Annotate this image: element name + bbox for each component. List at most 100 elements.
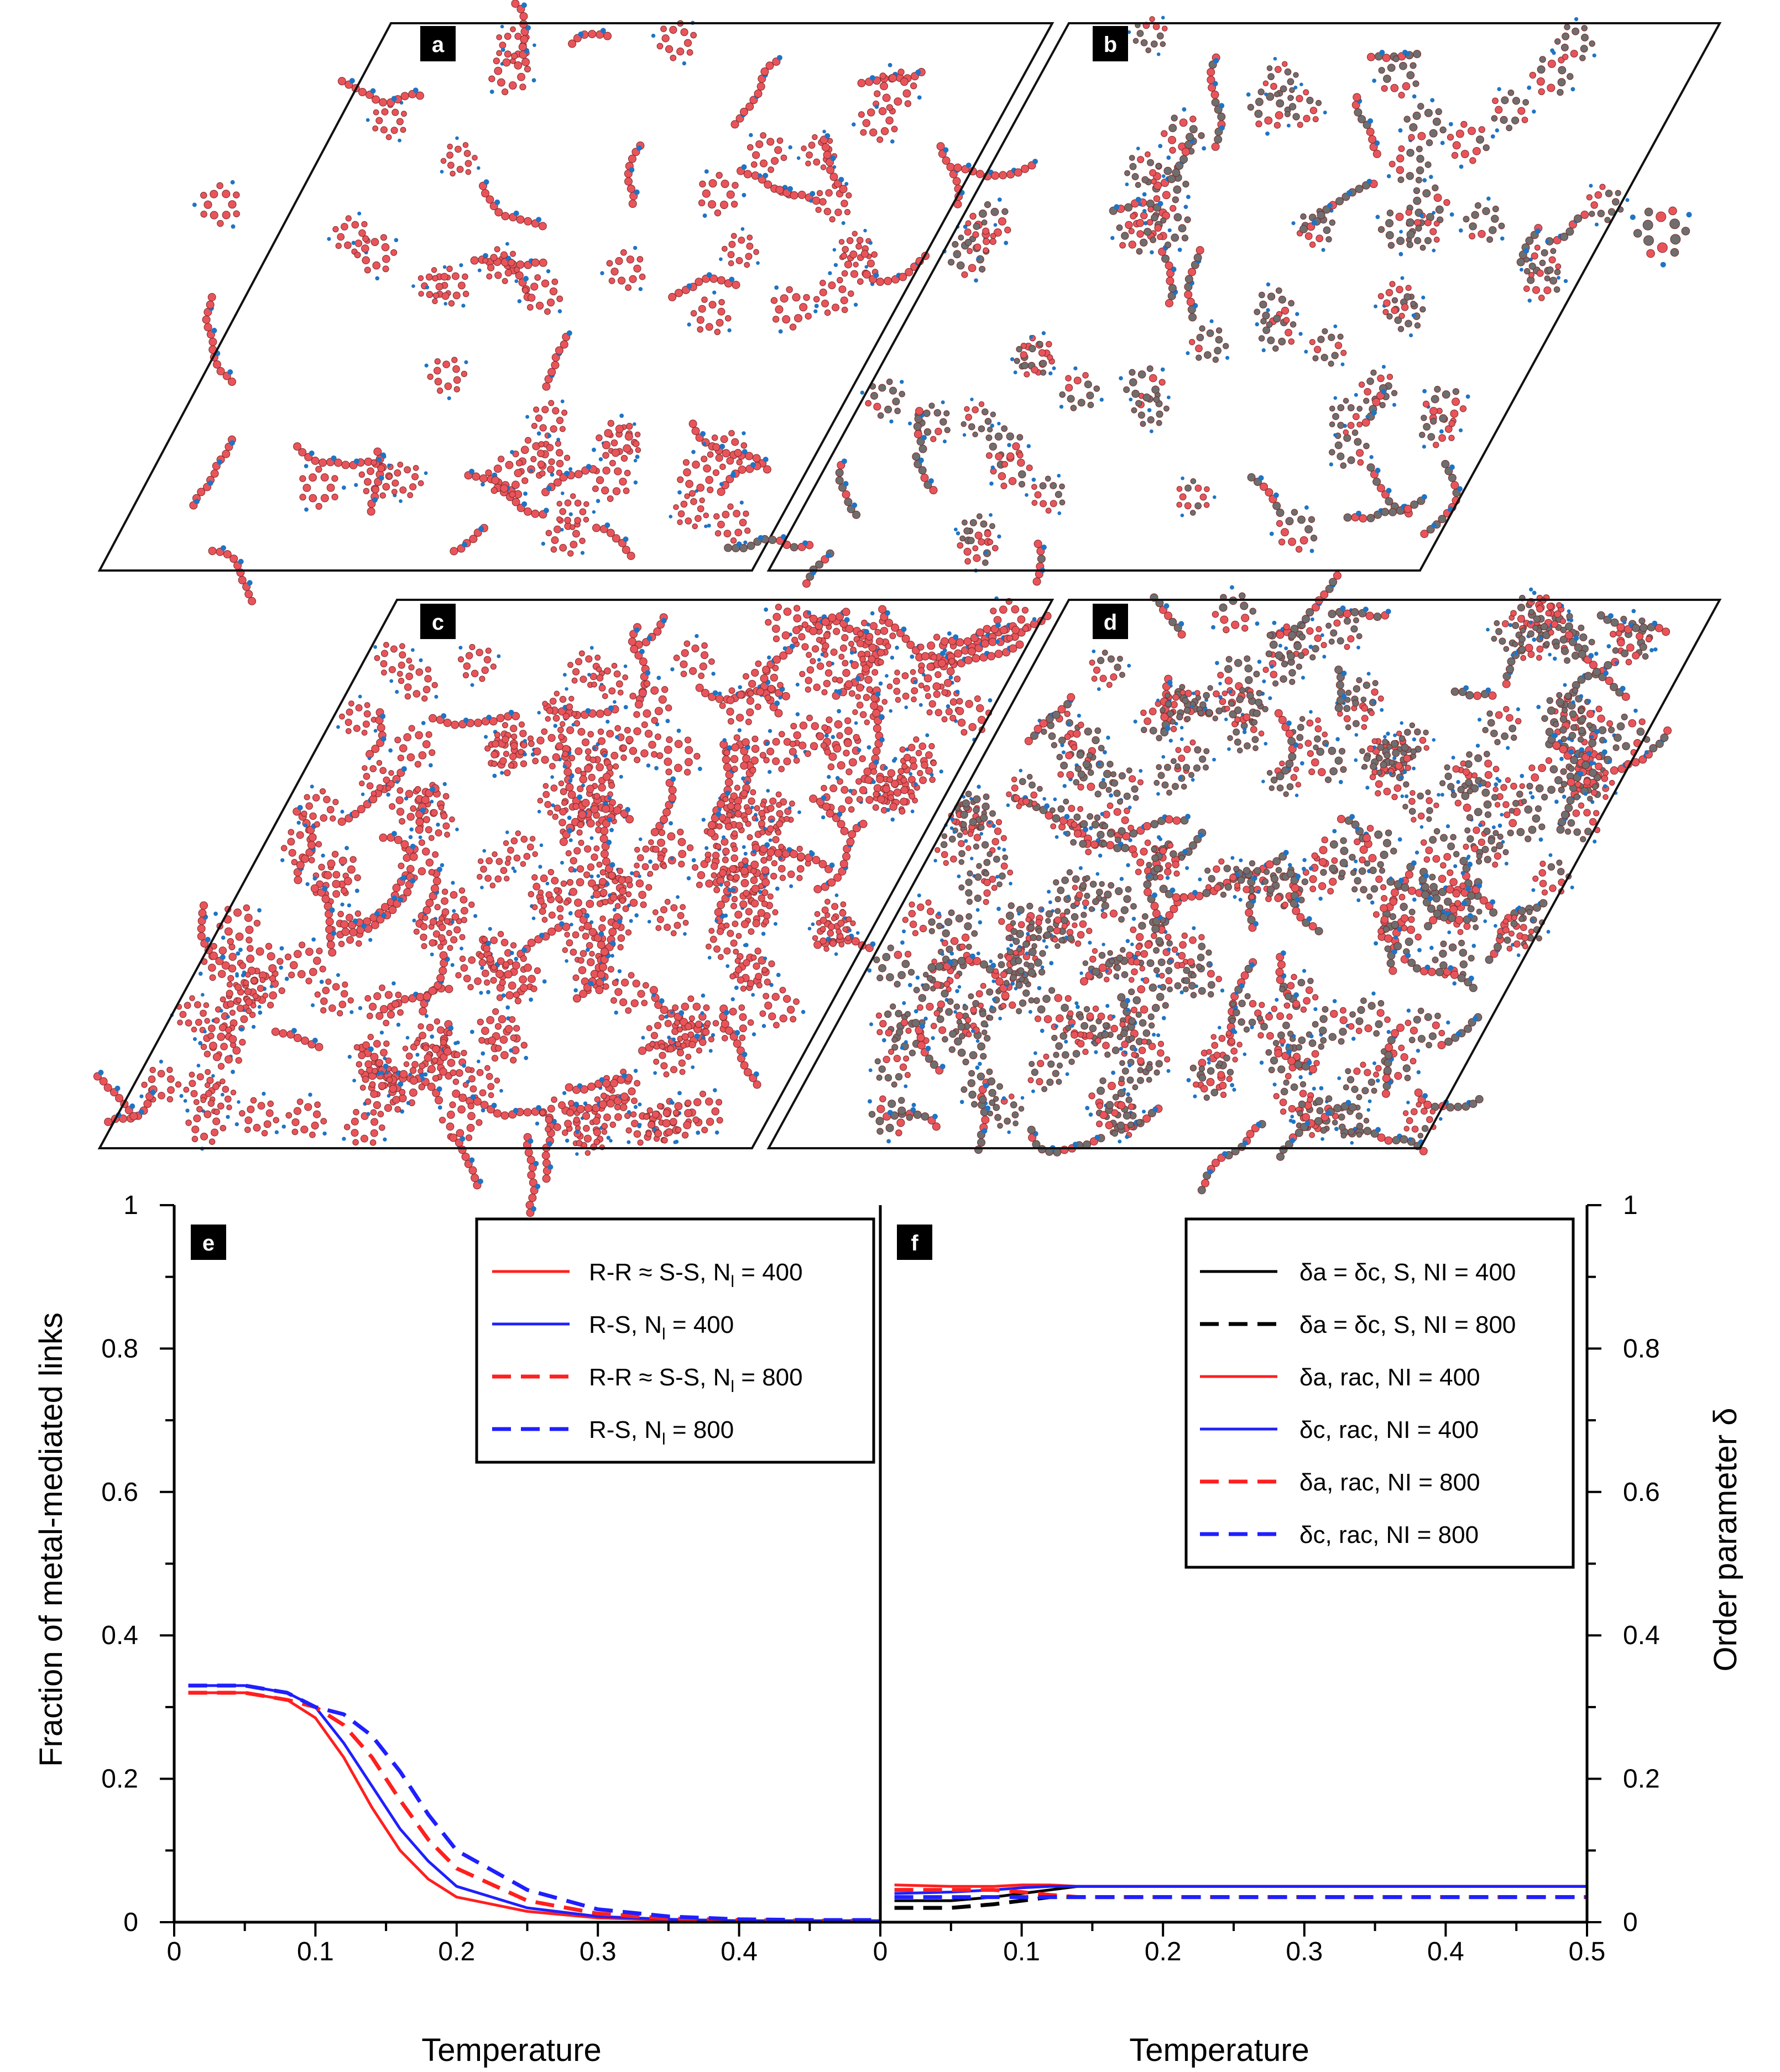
molecule-ring (996, 902, 1045, 950)
molecule-ring (481, 449, 529, 498)
molecule-ring (1309, 999, 1356, 1045)
molecule-chain (1268, 571, 1341, 640)
x-tick-label: 0.4 (721, 1937, 758, 1966)
chart-e-y-tick-labels: 0 0.2 0.4 0.6 0.8 1 (101, 1191, 138, 1937)
molecule-chain (1153, 133, 1195, 190)
molecule-ring (388, 721, 436, 768)
molecule-ring (562, 646, 605, 688)
molecule-ring (1456, 744, 1502, 788)
legend-entry: δa = δc, S, NI = 800 (1299, 1311, 1516, 1338)
molecule-ring (592, 414, 640, 462)
molecule-ring (795, 652, 838, 695)
molecule-ring (836, 650, 883, 697)
molecule-chain (104, 1085, 158, 1126)
legend-entry: δa, rac, NI = 400 (1299, 1364, 1480, 1391)
molecule-ring (1119, 365, 1166, 412)
molecule-chain (271, 1027, 323, 1051)
molecule-ring (718, 687, 764, 732)
molecule-ring (913, 648, 961, 696)
chart-f-label-box (897, 1225, 932, 1260)
molecule-chain (1567, 724, 1600, 787)
legend-entry: δc, rac, NI = 800 (1299, 1521, 1479, 1548)
molecule-ring (1320, 608, 1363, 650)
molecule-chain (835, 458, 861, 519)
molecule-ring (523, 724, 569, 770)
molecule-ring (364, 1071, 411, 1118)
molecule-ring (953, 513, 995, 554)
molecule-ring (1406, 178, 1454, 226)
molecule-ring (541, 512, 586, 557)
molecule-ring (764, 603, 811, 651)
molecule-chain (93, 1070, 138, 1121)
molecule-ring (351, 234, 399, 281)
molecule-chain (1207, 53, 1226, 151)
molecule-ring (1291, 208, 1336, 252)
panel-b-molecules (724, 15, 1630, 588)
molecule-chain (688, 420, 771, 474)
molecule-ring (1254, 282, 1299, 328)
molecule-ring (867, 940, 915, 988)
snapshot-panel-a: a (97, 0, 1055, 605)
molecule-ring (989, 443, 1036, 489)
molecule-ring (198, 1026, 246, 1074)
molecule-ring (592, 457, 638, 503)
molecule-ring (556, 491, 596, 532)
molecule-chain (668, 272, 740, 301)
molecule-ring (641, 1011, 683, 1053)
molecule-ring (457, 643, 501, 687)
molecule-chain (419, 951, 450, 1016)
molecule-ring (1375, 208, 1424, 257)
molecule-chain (724, 534, 814, 553)
molecule-ring (1491, 87, 1536, 133)
molecule-chain (1450, 685, 1497, 700)
series-line-3 (894, 1885, 1587, 1895)
y-tick-label: 0.2 (1623, 1765, 1660, 1794)
panel-c-frame (97, 599, 1055, 1149)
molecule-ring (1089, 649, 1131, 691)
molecule-ring (956, 527, 1001, 573)
y-tick-label: 0.8 (101, 1334, 138, 1363)
molecule-ring (1459, 196, 1505, 243)
x-tick-label: 0.1 (297, 1937, 334, 1966)
chart-e-series (188, 1683, 880, 1923)
molecule-ring (496, 24, 536, 66)
molecule-ring (1013, 334, 1056, 378)
x-tick-label: 0.5 (1569, 1937, 1606, 1966)
molecule-ring (985, 423, 1031, 470)
molecule-chain (1027, 1126, 1105, 1157)
molecule-chain (592, 522, 635, 560)
molecule-ring (358, 981, 404, 1027)
molecule-ring (336, 694, 378, 736)
x-tick-label: 0 (167, 1937, 182, 1966)
molecule-ring (234, 1091, 280, 1137)
molecule-ring (477, 849, 517, 890)
molecule-ring (1422, 385, 1470, 434)
molecule-ring (1088, 1092, 1135, 1139)
molecule-ring (1508, 905, 1551, 947)
panel-b-frame (766, 22, 1722, 572)
y-tick-label: 0.8 (1623, 1334, 1660, 1363)
molecule-chain (429, 709, 520, 729)
molecule-ring (860, 378, 905, 424)
molecule-ring (902, 893, 945, 936)
inset-molecule (192, 180, 240, 229)
x-tick-label: 0.2 (1145, 1937, 1182, 1966)
molecule-ring (219, 974, 262, 1016)
molecule-chain (1610, 726, 1672, 775)
chart-e: 0 0.1 0.2 0.3 0.4 0 0 0.2 0.4 0.6 0.8 1 e Temperat… (33, 1191, 888, 2068)
molecule-ring (885, 669, 926, 709)
molecule-ring (531, 881, 573, 923)
molecule-ring (567, 785, 616, 834)
chart-f: 0.1 0.2 0.3 0.4 0.5 0 0.2 0.4 0.6 0.8 1 f Tempera… (879, 1191, 1744, 2068)
molecule-chain (911, 1019, 946, 1075)
molecule-ring (1262, 56, 1303, 97)
molecule-ring (185, 1106, 230, 1151)
molecule-ring (440, 136, 481, 177)
molecule-ring (1033, 986, 1080, 1033)
molecule-ring (989, 950, 1030, 991)
molecule-chain (940, 622, 1001, 647)
molecule-ring (1450, 779, 1499, 828)
chart-e-label-box (191, 1225, 226, 1260)
molecule-chain (574, 909, 611, 995)
